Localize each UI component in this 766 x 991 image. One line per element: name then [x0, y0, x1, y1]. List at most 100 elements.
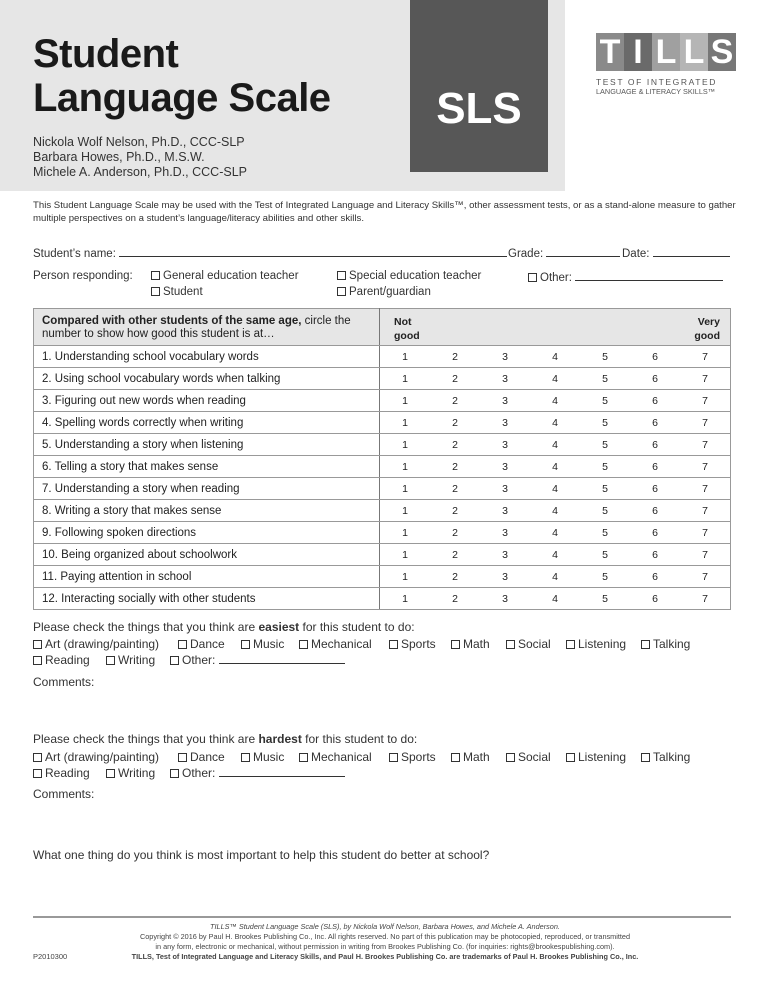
rating-option-6[interactable]: 6: [652, 548, 658, 561]
hardest-checkbox-talking[interactable]: Talking: [641, 750, 690, 764]
rating-option-1[interactable]: 1: [402, 570, 408, 583]
rating-option-2[interactable]: 2: [452, 350, 458, 363]
hardest-checkbox-listening[interactable]: Listening: [566, 750, 626, 764]
rating-option-1[interactable]: 1: [402, 394, 408, 407]
easiest-checkbox-other[interactable]: Other:: [170, 653, 345, 667]
rating-option-3[interactable]: 3: [502, 504, 508, 517]
rating-option-1[interactable]: 1: [402, 526, 408, 539]
rating-option-5[interactable]: 5: [602, 482, 608, 495]
rating-option-3[interactable]: 3: [502, 592, 508, 605]
rating-option-6[interactable]: 6: [652, 592, 658, 605]
rating-option-6[interactable]: 6: [652, 482, 658, 495]
rating-option-4[interactable]: 4: [552, 526, 558, 539]
grade-field[interactable]: Grade:: [508, 246, 621, 260]
rating-option-4[interactable]: 4: [552, 482, 558, 495]
rating-option-7[interactable]: 7: [702, 394, 708, 407]
rating-option-3[interactable]: 3: [502, 394, 508, 407]
rating-option-5[interactable]: 5: [602, 460, 608, 473]
rating-option-1[interactable]: 1: [402, 548, 408, 561]
rating-option-2[interactable]: 2: [452, 504, 458, 517]
hardest-checkbox-sports[interactable]: Sports: [389, 750, 436, 764]
rating-option-4[interactable]: 4: [552, 504, 558, 517]
rating-option-6[interactable]: 6: [652, 526, 658, 539]
rating-option-2[interactable]: 2: [452, 416, 458, 429]
rating-option-6[interactable]: 6: [652, 416, 658, 429]
rating-option-3[interactable]: 3: [502, 570, 508, 583]
easiest-checkbox-mechanical[interactable]: Mechanical: [299, 637, 372, 651]
rating-option-5[interactable]: 5: [602, 548, 608, 561]
rating-option-5[interactable]: 5: [602, 372, 608, 385]
checkbox-general-teacher[interactable]: General education teacher: [151, 270, 299, 282]
rating-option-2[interactable]: 2: [452, 394, 458, 407]
easiest-checkbox-talking[interactable]: Talking: [641, 637, 690, 651]
rating-option-6[interactable]: 6: [652, 372, 658, 385]
rating-option-7[interactable]: 7: [702, 482, 708, 495]
rating-option-5[interactable]: 5: [602, 592, 608, 605]
rating-option-7[interactable]: 7: [702, 592, 708, 605]
easiest-checkbox-music[interactable]: Music: [241, 637, 284, 651]
hardest-checkbox-reading[interactable]: Reading: [33, 766, 90, 780]
rating-option-2[interactable]: 2: [452, 372, 458, 385]
rating-option-6[interactable]: 6: [652, 504, 658, 517]
hardest-checkbox-mechanical[interactable]: Mechanical: [299, 750, 372, 764]
rating-option-1[interactable]: 1: [402, 350, 408, 363]
rating-option-2[interactable]: 2: [452, 460, 458, 473]
checkbox-special-teacher[interactable]: Special education teacher: [337, 270, 481, 282]
rating-option-4[interactable]: 4: [552, 350, 558, 363]
hardest-checkbox-art[interactable]: Art (drawing/painting): [33, 750, 159, 764]
rating-option-6[interactable]: 6: [652, 438, 658, 451]
rating-option-4[interactable]: 4: [552, 394, 558, 407]
rating-option-5[interactable]: 5: [602, 526, 608, 539]
rating-option-1[interactable]: 1: [402, 438, 408, 451]
rating-option-3[interactable]: 3: [502, 526, 508, 539]
rating-option-2[interactable]: 2: [452, 570, 458, 583]
rating-option-5[interactable]: 5: [602, 438, 608, 451]
easiest-checkbox-math[interactable]: Math: [451, 637, 490, 651]
hardest-checkbox-writing[interactable]: Writing: [106, 766, 155, 780]
rating-option-3[interactable]: 3: [502, 482, 508, 495]
rating-option-1[interactable]: 1: [402, 460, 408, 473]
rating-option-7[interactable]: 7: [702, 548, 708, 561]
rating-option-7[interactable]: 7: [702, 460, 708, 473]
rating-option-4[interactable]: 4: [552, 592, 558, 605]
rating-option-7[interactable]: 7: [702, 350, 708, 363]
rating-option-4[interactable]: 4: [552, 570, 558, 583]
rating-option-7[interactable]: 7: [702, 416, 708, 429]
date-field[interactable]: Date:: [622, 246, 730, 260]
rating-option-3[interactable]: 3: [502, 416, 508, 429]
rating-option-7[interactable]: 7: [702, 570, 708, 583]
rating-option-4[interactable]: 4: [552, 438, 558, 451]
rating-option-1[interactable]: 1: [402, 504, 408, 517]
rating-option-7[interactable]: 7: [702, 438, 708, 451]
rating-option-2[interactable]: 2: [452, 482, 458, 495]
rating-option-6[interactable]: 6: [652, 394, 658, 407]
checkbox-parent[interactable]: Parent/guardian: [337, 286, 431, 298]
rating-option-7[interactable]: 7: [702, 526, 708, 539]
rating-option-5[interactable]: 5: [602, 570, 608, 583]
easiest-checkbox-art[interactable]: Art (drawing/painting): [33, 637, 159, 651]
rating-option-3[interactable]: 3: [502, 350, 508, 363]
rating-option-2[interactable]: 2: [452, 592, 458, 605]
rating-option-3[interactable]: 3: [502, 438, 508, 451]
easiest-checkbox-listening[interactable]: Listening: [566, 637, 626, 651]
rating-option-4[interactable]: 4: [552, 460, 558, 473]
rating-option-2[interactable]: 2: [452, 438, 458, 451]
rating-option-6[interactable]: 6: [652, 570, 658, 583]
easiest-checkbox-social[interactable]: Social: [506, 637, 551, 651]
rating-option-3[interactable]: 3: [502, 548, 508, 561]
rating-option-4[interactable]: 4: [552, 548, 558, 561]
rating-option-1[interactable]: 1: [402, 416, 408, 429]
rating-option-1[interactable]: 1: [402, 482, 408, 495]
rating-option-1[interactable]: 1: [402, 592, 408, 605]
rating-option-4[interactable]: 4: [552, 416, 558, 429]
easiest-checkbox-sports[interactable]: Sports: [389, 637, 436, 651]
rating-option-5[interactable]: 5: [602, 416, 608, 429]
easiest-checkbox-dance[interactable]: Dance: [178, 637, 225, 651]
easiest-checkbox-writing[interactable]: Writing: [106, 653, 155, 667]
rating-option-1[interactable]: 1: [402, 372, 408, 385]
hardest-checkbox-music[interactable]: Music: [241, 750, 284, 764]
rating-option-2[interactable]: 2: [452, 548, 458, 561]
rating-option-4[interactable]: 4: [552, 372, 558, 385]
hardest-checkbox-social[interactable]: Social: [506, 750, 551, 764]
hardest-checkbox-dance[interactable]: Dance: [178, 750, 225, 764]
